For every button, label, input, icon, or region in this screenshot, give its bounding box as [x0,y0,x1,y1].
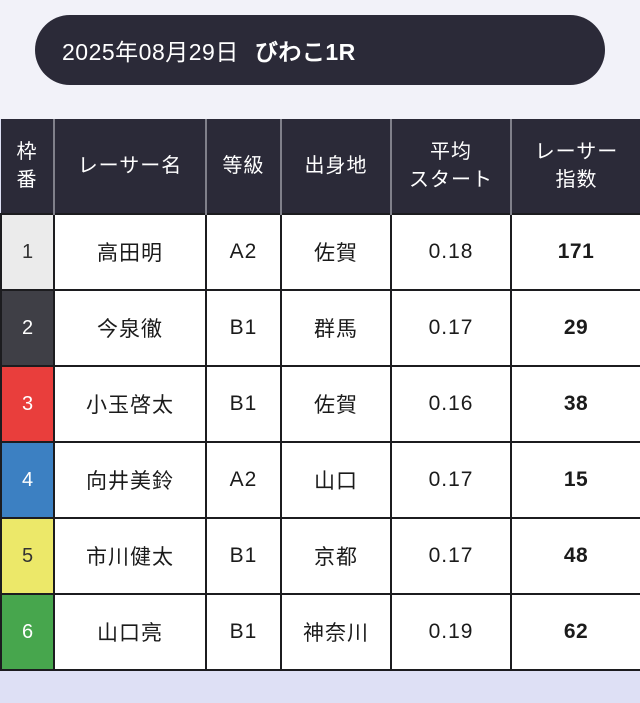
avg-start-cell: 0.16 [390,365,512,443]
racer-name-cell: 高田明 [53,213,207,291]
column-header-grade: 等級 [205,119,281,214]
frame-number-cell: 1 [0,213,55,291]
frame-number-cell: 3 [0,365,55,443]
frame-number-cell: 5 [0,517,55,595]
racer-name-cell: 市川健太 [53,517,207,595]
upper-section: 2025年08月29日 びわこ1R [0,0,640,119]
avg-start-cell: 0.17 [390,441,512,519]
column-header-avg-start: 平均 スタート [390,119,511,214]
racer-name-cell: 今泉徹 [53,289,207,367]
racer-index-cell: 29 [510,289,640,367]
origin-cell: 群馬 [280,289,392,367]
grade-cell: B1 [205,593,282,671]
grade-cell: A2 [205,213,282,291]
column-header-racer-name: レーサー名 [53,119,206,214]
racer-name-cell: 小玉啓太 [53,365,207,443]
table-row: 2 今泉徹 B1 群馬 0.17 29 [0,289,640,367]
racer-table: 枠 番 レーサー名 等級 出身地 平均 スタート レーサー 指数 1 高田明 A… [0,119,640,671]
avg-start-cell: 0.17 [390,517,512,595]
racer-index-cell: 171 [510,213,640,291]
race-name: びわこ1R [254,39,356,65]
origin-cell: 佐賀 [280,365,392,443]
origin-cell: 山口 [280,441,392,519]
table-header-row: 枠 番 レーサー名 等級 出身地 平均 スタート レーサー 指数 [1,119,640,214]
racer-name-cell: 山口亮 [53,593,207,671]
racer-index-cell: 48 [510,517,640,595]
grade-cell: B1 [205,517,282,595]
grade-cell: B1 [205,365,282,443]
column-header-frame: 枠 番 [1,119,54,214]
table-row: 3 小玉啓太 B1 佐賀 0.16 38 [0,365,640,443]
racer-index-cell: 15 [510,441,640,519]
origin-cell: 神奈川 [280,593,392,671]
racer-index-cell: 62 [510,593,640,671]
race-title-bar: 2025年08月29日 びわこ1R [35,15,605,85]
origin-cell: 佐賀 [280,213,392,291]
frame-number-cell: 4 [0,441,55,519]
avg-start-cell: 0.19 [390,593,512,671]
avg-start-cell: 0.17 [390,289,512,367]
frame-number-cell: 6 [0,593,55,671]
table-row: 4 向井美鈴 A2 山口 0.17 15 [0,441,640,519]
racer-name-cell: 向井美鈴 [53,441,207,519]
grade-cell: A2 [205,441,282,519]
column-header-index: レーサー 指数 [510,119,640,214]
table-row: 6 山口亮 B1 神奈川 0.19 62 [0,593,640,671]
origin-cell: 京都 [280,517,392,595]
table-row: 1 高田明 A2 佐賀 0.18 171 [0,213,640,291]
grade-cell: B1 [205,289,282,367]
racer-index-cell: 38 [510,365,640,443]
avg-start-cell: 0.18 [390,213,512,291]
column-header-origin: 出身地 [280,119,391,214]
race-date: 2025年08月29日 [62,39,239,65]
table-row: 5 市川健太 B1 京都 0.17 48 [0,517,640,595]
frame-number-cell: 2 [0,289,55,367]
